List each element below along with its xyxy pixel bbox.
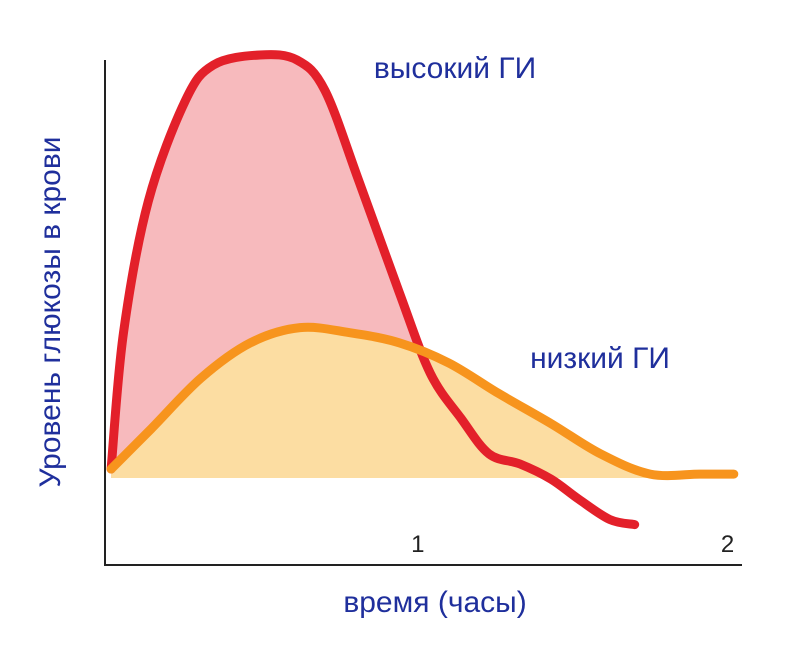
series-line bbox=[106, 50, 640, 530]
x-tick-label: 2 bbox=[721, 531, 734, 558]
series-line bbox=[106, 322, 739, 481]
series-label: высокий ГИ bbox=[374, 52, 536, 85]
series-label: низкий ГИ bbox=[530, 342, 670, 375]
area-fill bbox=[111, 327, 734, 478]
x-tick-label: 1 bbox=[411, 531, 424, 558]
y-axis-label: Уровень глюкозы в крови bbox=[34, 136, 67, 487]
x-axis-label: время (часы) bbox=[343, 586, 526, 619]
